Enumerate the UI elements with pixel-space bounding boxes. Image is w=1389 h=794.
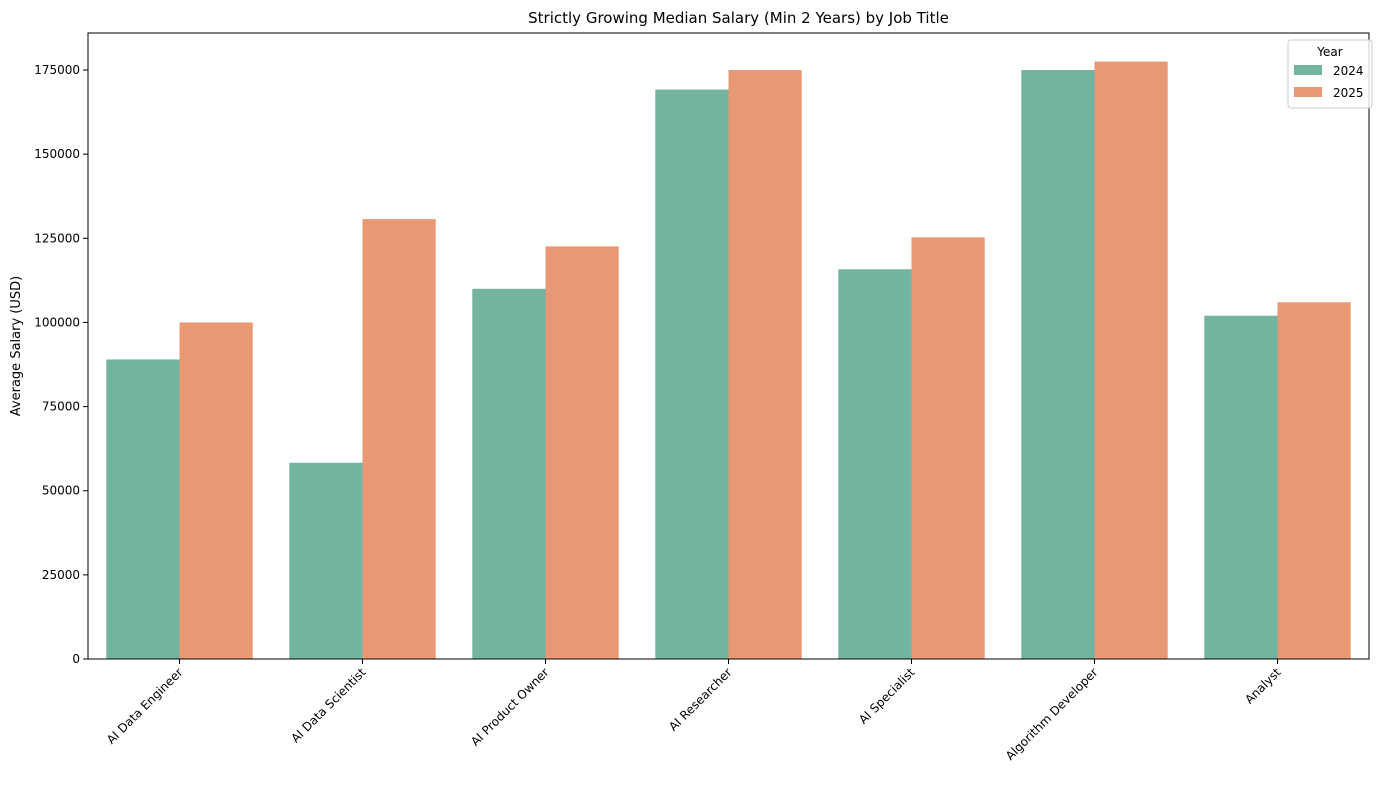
bar-ai-data-engineer-2024 xyxy=(106,359,180,659)
y-tick-label: 125000 xyxy=(34,231,80,245)
bar-analyst-2025 xyxy=(1277,302,1351,659)
bar-ai-data-scientist-2025 xyxy=(362,219,436,660)
y-axis-label: Average Salary (USD) xyxy=(9,276,24,416)
y-tick-label: 0 xyxy=(72,652,80,666)
legend-label-2025: 2025 xyxy=(1333,86,1364,100)
x-tick-label: Analyst xyxy=(1242,665,1284,707)
y-tick-label: 50000 xyxy=(42,484,80,498)
bar-ai-data-engineer-2025 xyxy=(179,322,253,659)
y-tick-label: 175000 xyxy=(34,63,80,77)
bar-ai-product-owner-2025 xyxy=(545,246,619,660)
bars-group xyxy=(106,61,1351,660)
bar-ai-product-owner-2024 xyxy=(472,288,546,659)
x-tick-label: AI Product Owner xyxy=(468,665,552,749)
x-tick-label: Algorithm Developer xyxy=(1003,665,1101,763)
bar-ai-researcher-2025 xyxy=(728,70,802,660)
y-tick-label: 25000 xyxy=(42,568,80,582)
y-tick-label: 100000 xyxy=(34,315,80,329)
x-tick-label: AI Researcher xyxy=(666,665,735,734)
legend: Year 2024 2025 xyxy=(1287,39,1373,109)
legend-swatch-2024 xyxy=(1294,65,1322,75)
legend-title: Year xyxy=(1316,45,1342,59)
x-tick-label: AI Specialist xyxy=(856,665,918,727)
bar-analyst-2024 xyxy=(1204,315,1278,659)
bar-ai-specialist-2025 xyxy=(911,237,985,660)
legend-label-2024: 2024 xyxy=(1333,64,1364,78)
x-tick-label: AI Data Engineer xyxy=(104,665,186,747)
bar-ai-specialist-2024 xyxy=(838,269,912,659)
x-axis-ticks: AI Data Engineer AI Data Scientist AI Prod… xyxy=(104,659,1284,763)
y-tick-label: 75000 xyxy=(42,400,80,414)
bar-algorithm-developer-2024 xyxy=(1021,70,1095,660)
x-tick-label: AI Data Scientist xyxy=(288,665,369,746)
plot-frame xyxy=(87,32,1370,660)
bar-ai-data-scientist-2024 xyxy=(289,462,363,659)
bar-ai-researcher-2024 xyxy=(655,89,729,660)
legend-swatch-2025 xyxy=(1294,87,1322,97)
bar-algorithm-developer-2025 xyxy=(1094,61,1168,659)
chart-title: Strictly Growing Median Salary (Min 2 Ye… xyxy=(528,9,949,27)
y-tick-label: 150000 xyxy=(34,147,80,161)
y-axis-ticks: 0 25000 50000 75000 100000 125000 150000 175000 xyxy=(34,63,88,666)
